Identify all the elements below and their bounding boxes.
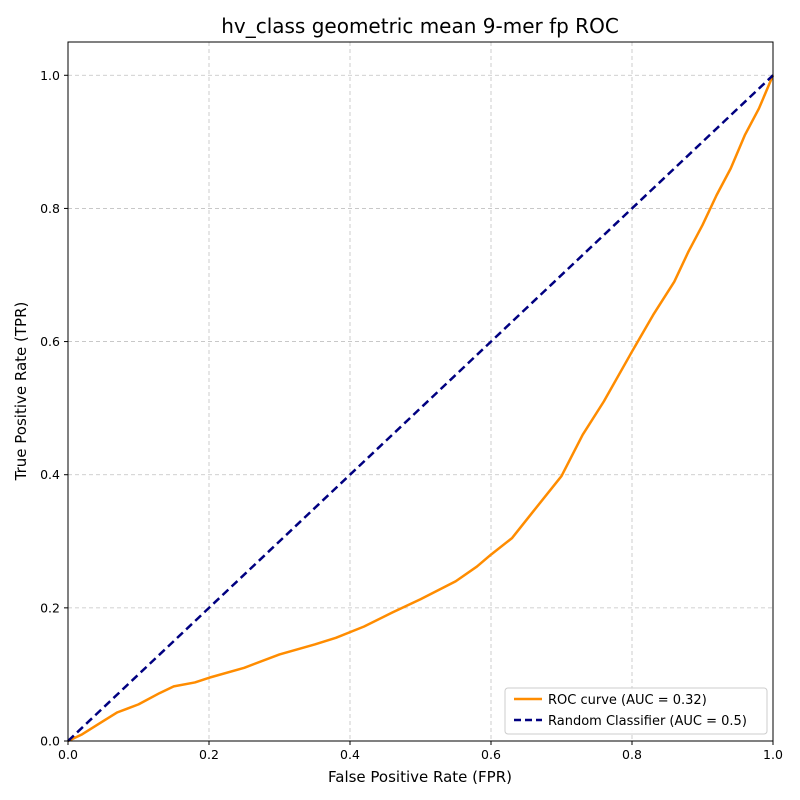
roc-curve-line — [67, 74, 775, 743]
legend-label-roc: ROC curve (AUC = 0.32) — [548, 693, 707, 708]
x-tick-label: 0.4 — [340, 747, 360, 762]
x-tick-label: 0.6 — [481, 747, 501, 762]
y-tick-label: 0.6 — [40, 334, 60, 349]
legend: ROC curve (AUC = 0.32) Random Classifier… — [504, 687, 768, 735]
y-axis-label: True Positive Rate (TPR) — [12, 302, 30, 482]
y-tick-label: 1.0 — [40, 68, 60, 83]
y-tick-label: 0.4 — [40, 467, 60, 482]
legend-label-random: Random Classifier (AUC = 0.5) — [548, 714, 747, 729]
x-axis-label: False Positive Rate (FPR) — [328, 768, 512, 786]
y-tick-label: 0.8 — [40, 201, 60, 216]
legend-box — [504, 687, 768, 735]
x-tick-label: 0.0 — [58, 747, 78, 762]
x-tick-label: 1.0 — [763, 747, 783, 762]
x-tick-label: 0.8 — [622, 747, 642, 762]
y-tick-label: 0.0 — [40, 734, 60, 749]
series-group — [67, 74, 775, 743]
x-tick-label: 0.2 — [199, 747, 219, 762]
y-tick-label: 0.2 — [40, 600, 60, 615]
ticks: 0.0 0.2 0.4 0.6 0.8 1.0 0.0 0.2 0.4 0.6 0.8 1.0 — [40, 68, 783, 762]
plot-frame — [67, 41, 774, 742]
chart-title: hv_class geometric mean 9-mer fp ROC — [221, 14, 619, 38]
